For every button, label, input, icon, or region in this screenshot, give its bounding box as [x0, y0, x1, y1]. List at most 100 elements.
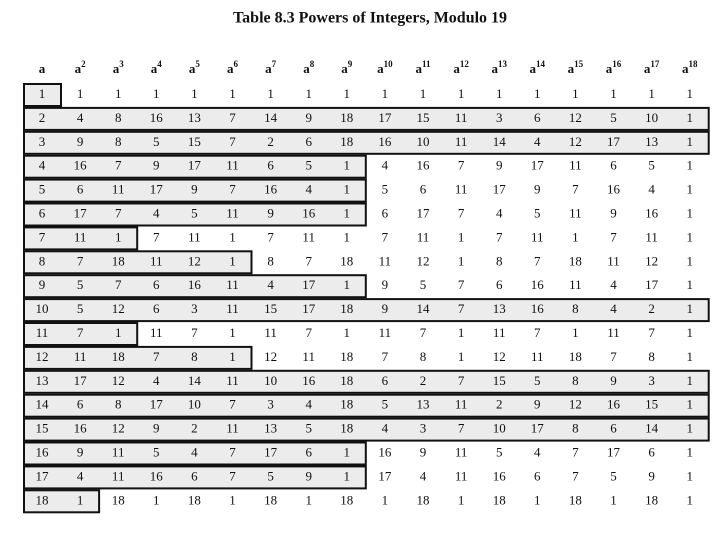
cell: 7	[572, 444, 579, 459]
cell: 1	[344, 158, 351, 173]
cell: 1	[305, 86, 312, 101]
column-header: a5	[189, 59, 201, 76]
cell: 11	[226, 205, 239, 220]
cell: 7	[77, 253, 84, 268]
column-header: a15	[568, 59, 584, 76]
header-exponent: 16	[612, 59, 622, 69]
cell: 4	[534, 134, 541, 149]
cell: 3	[191, 301, 198, 316]
cell: 11	[150, 325, 163, 340]
cell: 17	[531, 158, 545, 173]
cell: 1	[534, 86, 541, 101]
cell: 9	[77, 444, 84, 459]
cell: 16	[493, 468, 507, 483]
cell: 1	[686, 349, 693, 364]
cell: 13	[36, 373, 49, 388]
cell: 1	[382, 86, 389, 101]
cell: 2	[267, 134, 274, 149]
cell: 12	[569, 110, 582, 125]
cell: 1	[458, 253, 465, 268]
header-base: a	[415, 61, 422, 76]
cell: 17	[150, 182, 164, 197]
cell: 1	[686, 444, 693, 459]
column-header: a4	[151, 59, 163, 76]
column-header: a16	[606, 59, 622, 76]
cell: 5	[305, 158, 312, 173]
cell: 17	[302, 277, 316, 292]
cell: 11	[607, 325, 620, 340]
cell: 8	[39, 253, 46, 268]
cell: 7	[305, 253, 312, 268]
cell: 3	[39, 134, 46, 149]
cell: 8	[115, 134, 122, 149]
cell: 2	[496, 397, 503, 412]
column-header: a11	[415, 59, 431, 76]
cell: 7	[153, 229, 160, 244]
cell: 5	[77, 277, 84, 292]
cell: 12	[112, 301, 125, 316]
cell: 4	[534, 444, 541, 459]
period-box	[23, 465, 367, 490]
header-base: a	[227, 61, 234, 76]
cell: 1	[77, 492, 84, 507]
cell: 16	[150, 110, 164, 125]
cell: 11	[455, 444, 468, 459]
cell: 10	[417, 134, 430, 149]
header-exponent: 8	[310, 59, 315, 69]
period-box	[23, 250, 253, 275]
cell: 18	[493, 492, 506, 507]
cell: 7	[534, 253, 541, 268]
cell: 18	[340, 110, 353, 125]
cell: 1	[686, 182, 693, 197]
cell: 1	[610, 86, 617, 101]
cell: 1	[344, 86, 351, 101]
cell: 9	[267, 205, 274, 220]
cell: 5	[153, 444, 160, 459]
cell: 16	[378, 134, 392, 149]
cell: 16	[264, 182, 278, 197]
cell: 6	[77, 397, 84, 412]
header-exponent: 9	[348, 59, 353, 69]
cell: 4	[39, 158, 46, 173]
cell: 7	[458, 205, 465, 220]
cell: 8	[648, 349, 655, 364]
cell: 16	[36, 444, 50, 459]
cell: 6	[534, 110, 541, 125]
period-box	[23, 274, 367, 299]
cell: 6	[648, 444, 655, 459]
cell: 6	[610, 421, 617, 436]
cell: 14	[417, 301, 431, 316]
cell: 9	[305, 468, 312, 483]
cell: 11	[493, 325, 506, 340]
period-box	[23, 393, 710, 418]
cell: 7	[267, 229, 274, 244]
cell: 11	[226, 373, 239, 388]
cell: 10	[645, 110, 658, 125]
cell: 18	[112, 349, 125, 364]
cell: 1	[458, 492, 465, 507]
cell: 1	[267, 86, 274, 101]
header-exponent: 11	[422, 59, 431, 69]
cell: 1	[191, 86, 198, 101]
cell: 18	[340, 301, 353, 316]
cell: 11	[531, 349, 544, 364]
cell: 15	[36, 421, 49, 436]
cell: 4	[648, 182, 655, 197]
cell: 4	[267, 277, 274, 292]
cell: 1	[229, 325, 236, 340]
cell: 5	[39, 182, 46, 197]
cell: 16	[607, 397, 621, 412]
header-base: a	[303, 61, 310, 76]
cell: 18	[36, 492, 49, 507]
cell: 9	[534, 182, 541, 197]
cell: 1	[572, 229, 579, 244]
cell: 1	[686, 301, 693, 316]
cell: 5	[305, 421, 312, 436]
cell: 1	[686, 253, 693, 268]
cell: 9	[648, 468, 655, 483]
cell: 16	[74, 158, 88, 173]
cell: 17	[36, 468, 50, 483]
header-exponent: 5	[195, 59, 200, 69]
cell: 7	[191, 325, 198, 340]
cell: 11	[150, 253, 163, 268]
